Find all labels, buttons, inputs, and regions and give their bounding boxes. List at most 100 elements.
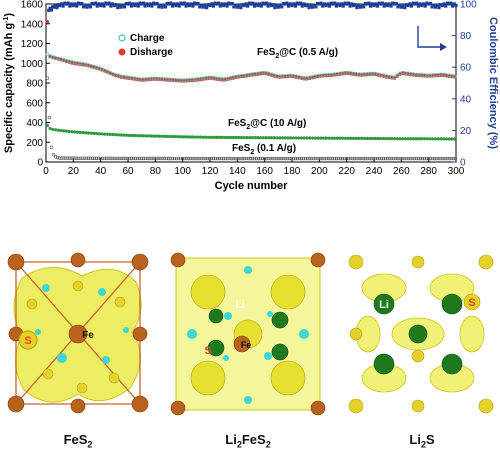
fes2c-10-point [267,136,271,140]
panel-li2fes2: Li S Fe [170,252,326,416]
x-tick-label: 260 [393,166,410,177]
fes2-point [297,156,302,161]
y-left-tick-label: 1000 [21,59,44,70]
fes2-point [379,156,384,161]
ce-point [182,1,186,5]
ce-point [285,1,289,5]
fes2c-10-point [59,128,63,133]
series-4 [47,1,458,12]
ce-point [117,3,122,8]
fes2-point [328,156,332,161]
ce-point [157,5,161,9]
fes2-point [111,156,115,161]
fes2-point [103,156,107,161]
fes2c-10-point [125,133,129,137]
fes2c-10-point [84,131,88,135]
discharge-point [225,77,230,81]
discharge-point [143,77,148,82]
fes2-point [308,156,312,161]
fes2-point [101,156,105,161]
fes2c-10-point [338,136,342,140]
ce-point [442,2,446,6]
ce-point [450,4,455,8]
ce-point [374,2,378,6]
ce-point [66,1,70,5]
ce-point [263,2,267,6]
y-left-tick-label: 400 [26,118,43,129]
ce-point [351,3,356,8]
fes2-point [242,156,246,161]
fes2-point [398,156,402,161]
fes2-point [258,156,263,161]
discharge-point [201,77,205,81]
ce-point [92,2,96,6]
fes2-point [150,156,154,161]
fes2-point [312,156,316,161]
fes2c-10-point [335,136,339,140]
fes2-point [246,156,250,161]
ce-point [81,5,86,9]
fes2-point [429,156,433,161]
fes2-point [269,156,273,161]
fes2-point [131,156,136,161]
ce-point [247,1,251,5]
ce-point [353,3,357,7]
fes2-point [414,156,419,161]
li2s-li-atoms [373,293,463,375]
fes2c-10-point [308,136,312,140]
fes2-point [392,156,396,161]
x-tick-label: 160 [256,166,273,177]
fes2-point [228,156,232,161]
ce-point [105,2,110,6]
ce-point [215,2,219,6]
fes2c-10-point [239,135,244,140]
annotation-fes2-01: FeS2 (0.1 A/g) [232,143,296,156]
fes2c-10-point [111,132,115,137]
ce-point [302,2,306,6]
discharge-point [392,76,397,80]
ce-point [346,1,350,5]
fes2-point [203,156,207,161]
fes2-point [230,156,234,161]
fes2-point [127,156,132,161]
ce-point [222,3,226,8]
fes2-point [402,156,406,161]
discharge-point [368,72,372,77]
fes2c-10-point [144,134,148,138]
fes2-point [72,156,76,160]
fes2c-10-point [286,136,290,140]
fes2c-10-point [272,136,276,140]
caption-li2s: Li2S [409,432,435,450]
fes2c-10-point [439,137,443,141]
ce-point [218,4,222,8]
ce-point [428,1,432,6]
fes2c-10-point [392,137,397,141]
x-axis-label: Cycle number [215,180,288,192]
legend-discharge-label: Disharge [130,47,173,58]
fes2-point [275,156,279,161]
fes2-point [168,156,173,161]
discharge-point [414,73,419,77]
ce-point [143,4,147,8]
discharge-point [316,74,320,79]
fes2-point [365,156,369,161]
ce-point [122,5,127,9]
fes2c-10-point [234,135,238,140]
ce-point [210,2,214,6]
discharge-point [157,77,162,82]
fes2-point [156,156,160,161]
fes2-point [306,156,310,161]
fes2-point [215,156,220,161]
fes2-point [121,156,125,161]
discharge-point [195,78,200,82]
fes2c-10-point [86,131,90,135]
y-left-tick-label: 1600 [21,0,44,11]
fes2c-10-point [209,135,213,139]
fes2-point [412,156,417,161]
ce-point [49,8,54,12]
fes2-point [226,156,230,161]
fes2c-10-point [313,136,317,140]
fes2-point [353,156,357,161]
fes2-point [113,156,117,161]
charge-point [395,73,400,78]
